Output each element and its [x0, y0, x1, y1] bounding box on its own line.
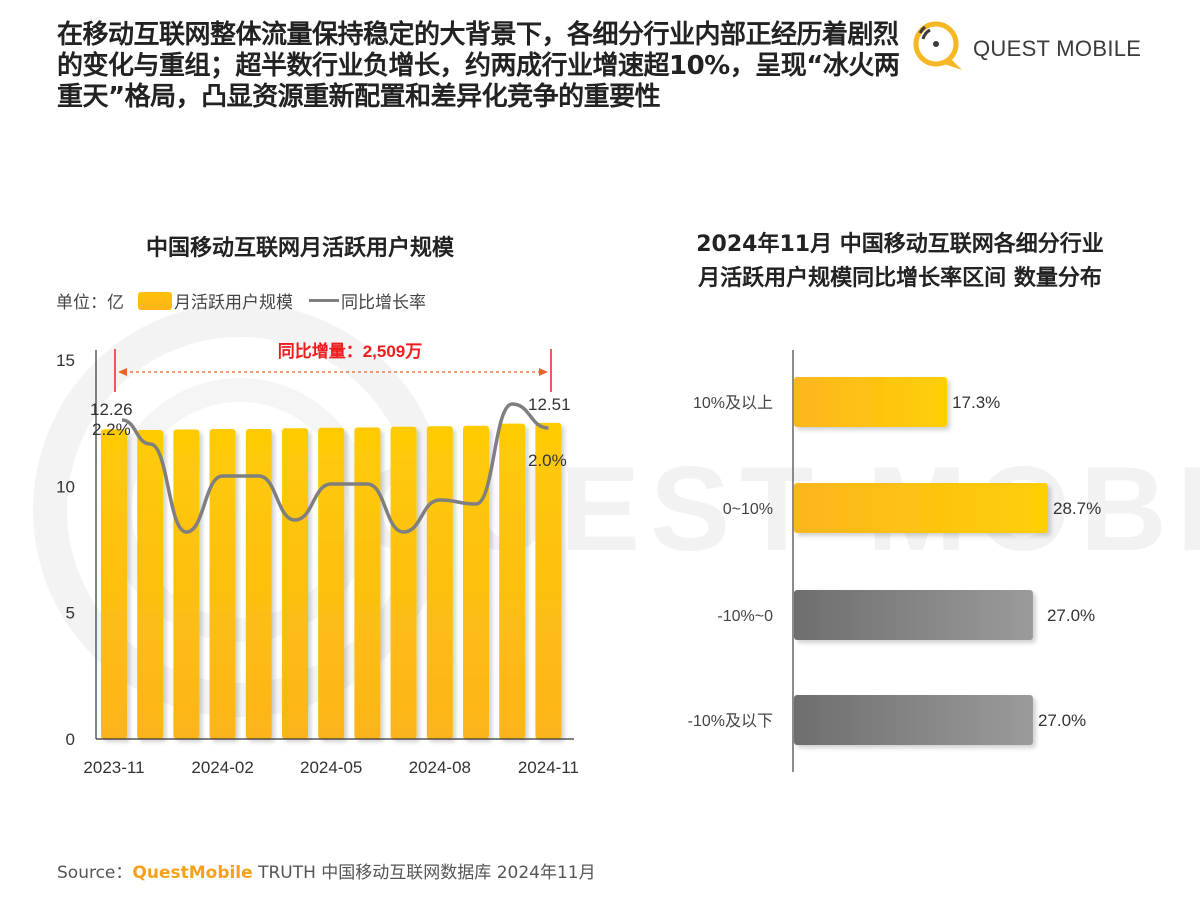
value-label: 28.7% [1053, 499, 1101, 518]
legend-bar-label: 月活跃用户规模 [174, 293, 293, 313]
y-tick-label: 5 [66, 604, 75, 623]
y-tick-label: 10 [56, 477, 75, 496]
bar-2024-01 [173, 429, 200, 739]
bar-2023-12 [137, 429, 164, 739]
legend-line-swatch [309, 299, 339, 302]
bar--10%~0 [794, 590, 1033, 640]
value-label: 27.0% [1038, 711, 1086, 730]
unit-label: 单位：亿 [56, 293, 124, 313]
bar-2024-05 [318, 427, 345, 739]
legend-line-label: 同比增长率 [341, 293, 426, 313]
x-tick-label: 2024-05 [300, 758, 362, 777]
logo-icon [913, 21, 962, 70]
growth-rate-line [121, 402, 549, 534]
x-tick-label: 2023-11 [83, 758, 144, 777]
legend-bar-swatch [138, 291, 172, 310]
quest-mobile-logo: QUEST MOBILE [910, 14, 1160, 74]
bar-2024-10 [499, 423, 526, 739]
y-tick-label: 0 [66, 730, 75, 749]
bar-2024-06 [354, 427, 381, 739]
source-note: Source：QuestMobile TRUTH 中国移动互联网数据库 2024… [57, 858, 596, 883]
bar-2024-04 [282, 428, 308, 739]
value-label: 27.0% [1047, 606, 1095, 625]
bar-0~10% [794, 483, 1048, 533]
source-prefix: Source： [57, 863, 133, 883]
last-value-label: 12.51 [528, 395, 571, 414]
bar-2024-07 [390, 426, 417, 739]
x-tick-label: 2024-11 [518, 758, 579, 777]
bar-2024-11 [535, 422, 562, 739]
annotation-label: 同比增量：2,509万 [278, 341, 423, 361]
page-headline: 在移动互联网整体流量保持稳定的大背景下，各细分行业内部正经历着剧烈的变化与重组；… [57, 20, 900, 112]
left-chart-title: 中国移动互联网月活跃用户规模 [145, 236, 454, 261]
bar-2024-08 [426, 426, 453, 739]
x-tick-label: 2024-02 [191, 758, 253, 777]
mau-bar-line-chart: 0 5 10 15 2023-11 2024-02 2024-05 2024-08 2024-… [56, 341, 579, 777]
logo-text: QUEST MOBILE [973, 36, 1142, 61]
bar-2023-11 [101, 429, 127, 739]
value-label: 17.3% [952, 393, 1000, 412]
category-label: 10%及以上 [693, 394, 773, 412]
last-rate-label: 2.0% [528, 451, 567, 470]
right-chart-title-line1: 2024年11月 中国移动互联网各细分行业 [696, 232, 1104, 257]
bar--10%及以下 [794, 695, 1033, 745]
bar-10%及以上 [794, 377, 948, 427]
bar-2024-02 [209, 428, 236, 739]
left-chart-legend: 单位：亿 月活跃用户规模 同比增长率 [56, 288, 426, 313]
y-tick-label: 15 [56, 351, 75, 370]
category-label: -10%及以下 [688, 713, 773, 730]
first-rate-label: 2.2% [92, 420, 131, 439]
source-rest: TRUTH 中国移动互联网数据库 2024年11月 [252, 863, 596, 883]
bar-2024-03 [245, 428, 272, 739]
right-chart-title-line2: 月活跃用户规模同比增长率区间 数量分布 [698, 266, 1102, 291]
first-value-label: 12.26 [90, 400, 133, 419]
x-tick-label: 2024-08 [409, 758, 471, 777]
right-chart-title: 2024年11月 中国移动互联网各细分行业 月活跃用户规模同比增长率区间 数量分… [620, 228, 1180, 296]
category-label: 0~10% [723, 501, 773, 518]
category-label: -10%~0 [717, 608, 773, 625]
source-brand: QuestMobile [132, 863, 253, 883]
